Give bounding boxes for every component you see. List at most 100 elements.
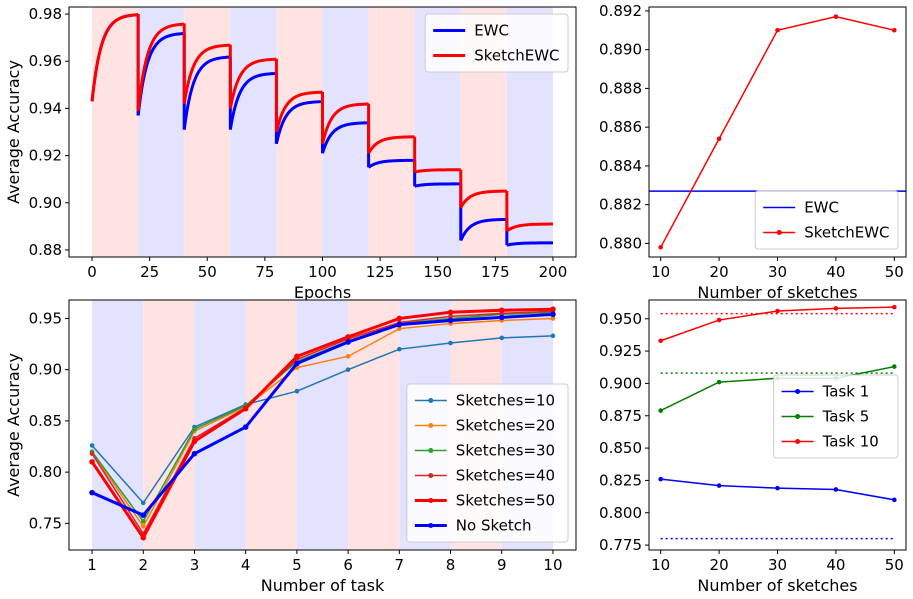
y-tick-label: 0.884 xyxy=(599,157,642,175)
band-2 xyxy=(138,7,185,257)
point-4-0 xyxy=(89,459,95,465)
y-tick-label: 0.825 xyxy=(599,471,642,489)
y-tick-label: 0.90 xyxy=(29,194,62,212)
series-line-4 xyxy=(90,307,553,541)
x-tick-label: 10 xyxy=(651,263,670,281)
point-4-8 xyxy=(498,307,505,314)
series-0-task-6 xyxy=(321,121,369,154)
legend-marker-1 xyxy=(428,423,434,428)
point-0-6 xyxy=(397,346,402,352)
point-4-9 xyxy=(550,306,556,313)
x-tick-label: 100 xyxy=(308,263,337,281)
x-axis-label: Number of task xyxy=(261,576,385,595)
point-5-1 xyxy=(140,512,147,518)
series-1-task-3 xyxy=(182,43,231,104)
legend-label-1: Task 5 xyxy=(822,408,870,426)
series-1-task-5 xyxy=(274,90,323,133)
legend-label-0: Task 1 xyxy=(822,383,870,401)
y-tick-label: 0.90 xyxy=(29,361,62,379)
band-2 xyxy=(143,300,195,550)
y-tick-label: 0.98 xyxy=(29,5,62,23)
legend-marker-0 xyxy=(428,398,434,403)
point-1-6 xyxy=(397,326,402,331)
y-tick-label: 0.80 xyxy=(29,463,62,481)
point-4-5 xyxy=(345,334,351,340)
point-1-1 xyxy=(716,379,722,385)
point-0-0 xyxy=(658,476,663,482)
legend-marker-4 xyxy=(428,498,434,503)
series-1-task-6 xyxy=(321,102,369,145)
legend-label-1: SketchEWC xyxy=(804,224,889,242)
point-4-3 xyxy=(242,405,249,412)
y-tick-label: 0.888 xyxy=(599,79,642,97)
band-1 xyxy=(92,7,139,257)
series-line-1 xyxy=(91,317,553,528)
series-0-task-3 xyxy=(182,55,231,130)
point-5-6 xyxy=(396,321,403,328)
point-2-4 xyxy=(892,304,897,310)
band-7 xyxy=(368,7,415,257)
x-axis-label: Number of sketches xyxy=(697,576,857,595)
legend-box xyxy=(406,383,569,543)
series-1-task-1 xyxy=(90,13,139,102)
point-1-1 xyxy=(140,524,146,529)
y-tick-label: 0.85 xyxy=(29,412,62,430)
point-1-2 xyxy=(775,27,780,33)
y-tick-label: 0.890 xyxy=(599,41,642,59)
legend-label-4: Sketches=50 xyxy=(456,492,555,510)
chart-bl: 1 2 3 4 5 6 7 8 9 10 0.75 0.80 0.85 0.90 0.95 Number of… xyxy=(4,299,577,595)
y-tick-label: 0.96 xyxy=(29,52,62,70)
band-4 xyxy=(245,300,297,550)
legend: EWC SketchEWC xyxy=(754,190,899,250)
legend-label-3: Sketches=40 xyxy=(456,467,555,485)
legend-marker-2 xyxy=(795,439,801,444)
point-4-2 xyxy=(191,438,198,445)
point-5-7 xyxy=(447,317,454,324)
legend-marker-3 xyxy=(428,473,434,478)
band-6 xyxy=(348,300,400,550)
series-1-task-4 xyxy=(228,57,277,109)
x-tick-label: 10 xyxy=(651,556,670,574)
y-axis-label: Average Accuracy xyxy=(4,353,23,497)
x-tick-label: 150 xyxy=(423,263,452,281)
plot-frame xyxy=(68,299,577,551)
point-5-8 xyxy=(498,314,505,321)
y-tick-label: 0.88 xyxy=(29,241,62,259)
point-5-3 xyxy=(242,424,249,430)
point-0-8 xyxy=(499,335,505,341)
legend-marker-1 xyxy=(776,230,782,235)
series-0-task-9 xyxy=(459,217,508,242)
x-tick-label: 10 xyxy=(543,556,562,574)
x-tick-label: 0 xyxy=(87,263,97,281)
y-tick-label: 0.92 xyxy=(29,147,62,165)
series-line-5 xyxy=(91,312,554,517)
point-3-0 xyxy=(89,451,95,456)
x-tick-label: 30 xyxy=(768,556,787,574)
point-0-4 xyxy=(294,388,300,394)
series-0-task-4 xyxy=(228,71,277,130)
point-2-2 xyxy=(192,426,197,432)
x-tick-label: 25 xyxy=(140,263,159,281)
x-axis-label: Epochs xyxy=(294,283,351,302)
x-tick-label: 20 xyxy=(710,263,729,281)
point-2-1 xyxy=(716,317,722,323)
y-tick-label: 0.95 xyxy=(29,309,62,327)
x-tick-label: 20 xyxy=(710,556,729,574)
point-0-0 xyxy=(89,443,95,448)
point-0-1 xyxy=(716,483,722,488)
series-0-task-8 xyxy=(414,182,462,188)
y-tick-label: 0.850 xyxy=(599,439,642,457)
chart-tl: 0 25 50 75 100 125 150 175 200 0.88 0.90 0.92 0.94 0.… xyxy=(4,5,577,302)
chart-br: 10 20 30 40 50 0.775 0.800 0.825 0.850 0.875 0.900… xyxy=(599,299,907,595)
point-5-5 xyxy=(345,339,351,345)
point-2-1 xyxy=(140,519,146,524)
legend-label-0: Sketches=10 xyxy=(456,392,555,410)
x-tick-label: 3 xyxy=(190,556,200,574)
band-5 xyxy=(276,7,323,257)
point-1-5 xyxy=(345,354,351,359)
point-4-1 xyxy=(140,534,147,541)
y-tick-label: 0.892 xyxy=(599,2,642,20)
legend: Task 1 Task 5 Task 10 xyxy=(773,374,899,459)
legend-marker-5 xyxy=(428,523,434,528)
x-tick-label: 175 xyxy=(481,263,510,281)
